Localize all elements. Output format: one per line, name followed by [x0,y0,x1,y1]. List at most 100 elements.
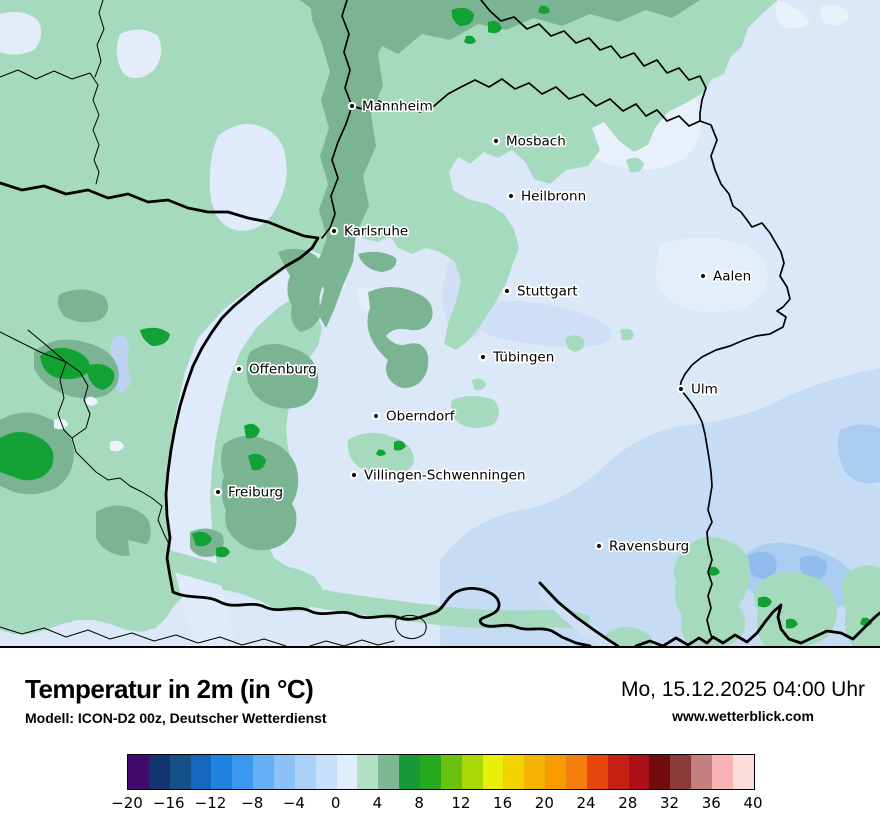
region-palest-topright [775,0,850,29]
city-marker-karlsruhe: Karlsruhe [329,222,410,241]
border-rhine-north [321,0,353,239]
region-mint-villingen-west [347,396,499,475]
region-mint-alps2 [754,571,837,646]
colorbar-tick-label: 4 [372,794,383,812]
colorbar-segment [649,755,671,789]
colorbar-segment [128,755,149,789]
timestamp-block: Mo, 15.12.2025 04:00 Uhr www.wetterblick… [621,678,865,724]
city-marker-mosbach: Mosbach [491,132,567,151]
border-hesse-bavaria [480,0,707,122]
region-palest-aalen [655,237,768,313]
city-marker-offenburg: Offenburg [234,360,318,379]
colorbar-segment [378,755,400,789]
colorbar-tick-label: −4 [282,794,305,812]
region-white-pockets-vosges [54,396,124,452]
colorbar-segment [169,755,191,789]
region-pale-island-north [209,124,287,231]
border-swiss-thin-2 [309,614,427,646]
colorbar-segment [545,755,567,789]
map-canvas: Mannheim Mosbach Heilbronn Karlsruhe Stuttga… [0,0,880,646]
colorbar-segment [524,755,546,789]
colorbar-tick-label: −8 [241,794,264,812]
city-dot [478,352,488,362]
colorbar-segment [211,755,233,789]
map-title: Temperatur in 2m (in °C) [25,674,314,704]
city-label: Offenburg [249,362,317,378]
city-label: Mosbach [506,134,566,150]
colorbar-tick-label: 8 [414,794,424,812]
region-mint-swissband [128,540,590,630]
city-dot [506,191,516,201]
border-switzerland [171,587,592,646]
city-label: Freiburg [228,485,283,501]
city-marker-aalen: Aalen [698,267,753,286]
colorbar-tick-label: 20 [534,794,554,812]
colorbar-tick-label: 28 [618,794,638,812]
colorbar-tick-label: 36 [701,794,721,812]
colorbar-segment [399,755,421,789]
region-pale-pockets-topleft [0,12,162,79]
region-deepblue-allgaeu-core [748,552,827,580]
region-green-blackforest [192,423,266,558]
colorbar-segment [670,755,692,789]
colorbar-tick-label: 24 [576,794,596,812]
city-label: Tübingen [492,350,554,366]
region-sage-vosges [0,289,151,556]
colorbar-segment [732,755,754,789]
city-marker-villingen-schwenningen: Villingen-Schwenningen [349,466,527,485]
footer: Temperatur in 2m (in °C) Modell: ICON-D2… [0,648,880,830]
temperature-map: Mannheim Mosbach Heilbronn Karlsruhe Stuttga… [0,0,880,648]
city-dot [698,271,708,281]
city-marker-t-bingen: Tübingen [478,348,556,367]
city-marker-ulm: Ulm [676,380,719,399]
region-sage-blackforest-south [190,435,299,557]
colorbar-segment [607,755,629,789]
border-lake-shore [538,581,620,646]
city-label: Heilbronn [521,189,586,205]
region-green-vosges [0,327,170,481]
city-dot [371,411,381,421]
colorbar-tick-label: −12 [194,794,227,812]
city-marker-mannheim: Mannheim [347,97,434,116]
border-hesse [351,78,701,127]
city-dot [491,136,501,146]
colorbar-segment [482,755,504,789]
colorbar-segment [336,755,358,789]
colorbar-segment [566,755,587,789]
region-sage-odenwald-band [310,0,396,328]
colorbar-tick-label: 40 [743,794,763,812]
colorbar-segment [148,755,170,789]
city-dot [329,226,339,236]
colorbar-segment [253,755,275,789]
city-dot [676,384,686,394]
model-info: Modell: ICON-D2 00z, Deutscher Wetterdie… [25,710,327,726]
website-url: www.wetterblick.com [672,708,814,724]
city-dot [594,541,604,551]
city-marker-stuttgart: Stuttgart [502,282,579,301]
city-dot [234,364,244,374]
colorbar-segment [503,755,525,789]
valid-datetime: Mo, 15.12.2025 04:00 Uhr [620,678,865,701]
city-label: Aalen [713,269,751,285]
city-label: Ulm [691,382,718,398]
city-label: Karlsruhe [344,224,408,240]
colorbar-segment [232,755,254,789]
colorbar-tick-label: −16 [152,794,185,812]
city-label: Mannheim [362,99,433,115]
region-mint-alps1 [674,536,750,646]
border-france-germany [0,181,320,594]
region-medblue-eastedge [837,424,880,484]
border-vosges-thin [0,331,171,547]
colorbar-segment [712,755,733,789]
city-marker-ravensburg: Ravensburg [594,537,691,556]
colorbar-tick-label: 32 [659,794,680,812]
colorbar-segment [440,755,462,789]
border-vosges-thin-2 [27,329,73,439]
border-france-thin-1 [0,69,100,185]
colorbar-segment [420,755,441,789]
colorbar-tick-label: 16 [493,794,513,812]
temperature-colorbar [127,754,755,790]
region-sage-offenburg-east [367,287,433,388]
colorbar-tick-label: 12 [451,794,471,812]
city-marker-heilbronn: Heilbronn [506,187,588,206]
